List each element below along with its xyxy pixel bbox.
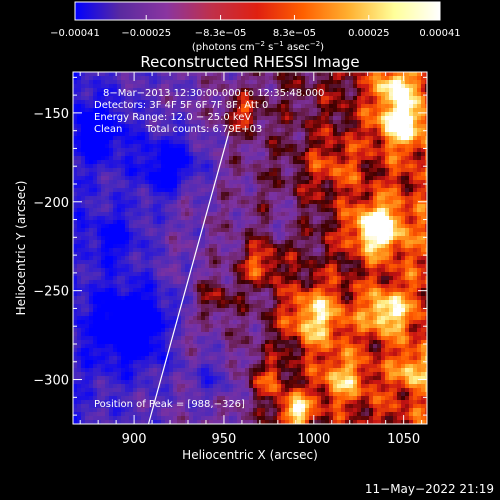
annotation-detectors: Detectors: 3F 4F 5F 6F 7F 8F, Att 0 bbox=[94, 100, 268, 111]
y-tick-label: −250 bbox=[33, 285, 69, 300]
y-tick-label: −200 bbox=[33, 196, 69, 211]
x-tick-label: 900 bbox=[122, 432, 147, 447]
chart-title: Reconstructed RHESSI Image bbox=[140, 53, 359, 71]
annotation-total-counts: Total counts: 6.79E+03 bbox=[145, 124, 262, 135]
solar-limb-line bbox=[147, 130, 230, 425]
annotation-time-range: 8−Mar−2013 12:30:00.000 to 12:35:48.000 bbox=[103, 88, 324, 99]
annotation-clean: Clean bbox=[94, 124, 122, 135]
y-tick-label: −300 bbox=[33, 374, 69, 389]
colorbar-tick-label: 0.00025 bbox=[348, 28, 389, 39]
footer-timestamp: 11−May−2022 21:19 bbox=[365, 482, 494, 496]
y-axis: −300 −250 −200 −150 bbox=[33, 76, 427, 416]
heatmap-image bbox=[73, 72, 427, 424]
colorbar-tick-label: −0.00025 bbox=[121, 28, 171, 39]
colorbar-tick-label: −0.00041 bbox=[50, 28, 100, 39]
y-tick-label: −150 bbox=[33, 107, 69, 122]
annotation-energy-range: Energy Range: 12.0 − 25.0 keV bbox=[94, 112, 251, 123]
colorbar-ticks: −0.00041 −0.00025 −8.3e−05 8.3e−05 0.00025 0.… bbox=[50, 15, 461, 39]
colorbar-tick-label: 0.00041 bbox=[419, 28, 460, 39]
x-axis-label: Heliocentric X (arcsec) bbox=[182, 448, 318, 462]
x-axis: 900 950 1000 1050 bbox=[79, 72, 423, 447]
colorbar-tick-label: 8.3e−05 bbox=[273, 28, 316, 39]
x-tick-label: 1050 bbox=[387, 432, 420, 447]
colorbar-units: (photons cm−2 s−1 asec−2) bbox=[192, 40, 324, 53]
x-tick-label: 950 bbox=[212, 432, 237, 447]
colorbar-gradient bbox=[74, 1, 441, 21]
plot-frame bbox=[72, 71, 428, 425]
colorbar: −0.00041 −0.00025 −8.3e−05 8.3e−05 0.00025 0.… bbox=[50, 1, 461, 53]
y-axis-label: Heliocentric Y (arcsec) bbox=[14, 181, 28, 316]
x-tick-label: 1000 bbox=[297, 432, 330, 447]
colorbar-tick-label: −8.3e−05 bbox=[195, 28, 247, 39]
annotation-peak-position: Position of Peak = [988,−326] bbox=[94, 399, 245, 410]
annotations: 8−Mar−2013 12:30:00.000 to 12:35:48.000 … bbox=[94, 88, 324, 410]
